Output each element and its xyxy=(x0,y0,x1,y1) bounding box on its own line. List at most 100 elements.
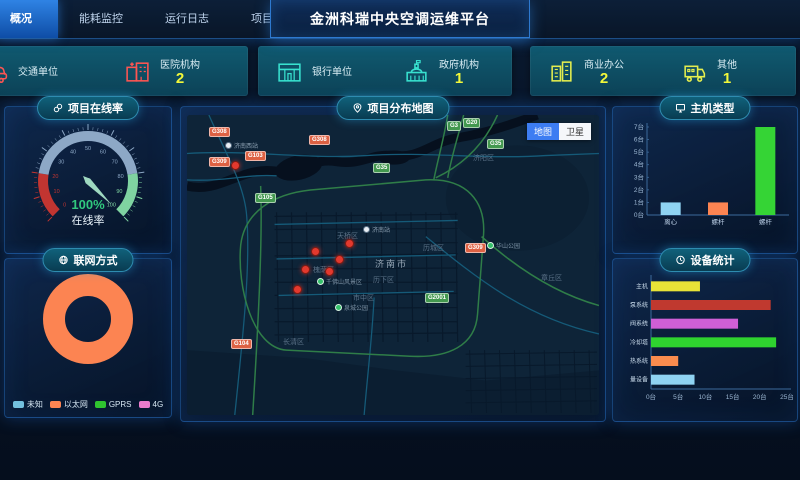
svg-text:100%: 100% xyxy=(71,197,105,212)
road-shield-G308: G308 xyxy=(309,135,330,145)
device-stats-bar-chart: 0台 5台 10台 15台 20台 25台 主机 泵系统 阀系统 冷却塔 热系统 量设备 xyxy=(613,267,797,405)
satellite-mode-button[interactable]: 卫星 xyxy=(558,123,591,140)
district-label: 历下区 xyxy=(373,277,394,284)
legend-label: 4G xyxy=(152,400,164,409)
office-icon xyxy=(551,60,572,82)
panel-online-rate-header: 项目在线率 xyxy=(37,96,139,120)
stat-label: 商业办公 xyxy=(584,60,624,71)
panel-host-header: 主机类型 xyxy=(659,96,751,120)
station-dot-icon xyxy=(225,142,232,149)
bank-icon xyxy=(278,62,301,82)
panel-network-type: 联网方式 未知 以太网 GPRS 4G xyxy=(4,248,172,418)
tab-overview[interactable]: 概况 xyxy=(0,0,58,38)
project-marker[interactable] xyxy=(345,239,354,248)
factory-icon xyxy=(684,65,706,82)
road-shield-G2001: G2001 xyxy=(425,293,450,303)
project-marker[interactable] xyxy=(311,247,320,256)
panel-online-rate: 项目在线率 0 10 20 30 40 50 60 70 80 90 100 100% 在线率 xyxy=(4,96,172,254)
stat-card-bank-government: 银行单位 政府机构 1 xyxy=(258,46,512,96)
project-marker[interactable] xyxy=(335,255,344,264)
district-label: 槐荫区 xyxy=(313,267,334,274)
globe-icon xyxy=(59,255,68,265)
meter-icon xyxy=(676,255,685,265)
poi-label: 华山公园 xyxy=(487,241,520,250)
stat-label: 其他 xyxy=(717,60,737,71)
stat-count: 2 xyxy=(599,70,609,87)
stat-hospital: 医院机构 2 xyxy=(106,56,248,86)
svg-text:1台: 1台 xyxy=(634,197,644,206)
legend-item-GPRS[interactable]: GPRS xyxy=(94,399,132,410)
district-label: 市中区 xyxy=(353,295,374,302)
road-shield-G308: G308 xyxy=(209,127,230,137)
page-title: 金洲科瑞中央空调运维平台 xyxy=(270,0,530,38)
legend-swatch xyxy=(49,401,61,408)
svg-text:0台: 0台 xyxy=(634,210,644,219)
map-mode-button[interactable]: 地图 xyxy=(526,123,559,140)
network-legend: 未知 以太网 GPRS 4G xyxy=(5,399,171,410)
svg-text:100: 100 xyxy=(107,202,116,208)
legend-item-4G[interactable]: 4G xyxy=(138,399,164,410)
link-icon xyxy=(53,103,63,113)
district-label: 天桥区 xyxy=(337,233,358,240)
map-roads-layer xyxy=(187,115,599,415)
svg-text:20: 20 xyxy=(52,174,58,180)
road-shield-G309: G309 xyxy=(465,243,486,253)
host-type-bar-chart: 0台 1台 2台 3台 4台 5台 6台 7台 离心 螺杆 螺杆 xyxy=(613,115,797,235)
svg-text:0台: 0台 xyxy=(646,392,656,401)
panel-device-stats: 设备统计 0台 5台 10台 15台 20台 25台 主机 泵系统 阀系统 冷却塔 热系统 量设备 xyxy=(612,248,798,422)
panel-host-type: 主机类型 0台 1台 2台 3台 4台 5台 6台 7台 离心 螺杆 螺杆 xyxy=(612,96,798,254)
svg-text:2台: 2台 xyxy=(634,185,644,194)
legend-item-以太网[interactable]: 以太网 xyxy=(49,399,88,410)
poi-dot-icon xyxy=(487,242,494,249)
svg-text:10台: 10台 xyxy=(699,392,713,401)
district-label: 章丘区 xyxy=(541,275,562,282)
project-marker[interactable] xyxy=(293,285,302,294)
svg-text:20台: 20台 xyxy=(753,392,767,401)
road-shield-G104: G104 xyxy=(231,339,252,349)
stat-label: 交通单位 xyxy=(18,67,58,78)
city-label: 济南市 xyxy=(375,259,409,269)
project-marker[interactable] xyxy=(231,161,240,170)
project-marker[interactable] xyxy=(325,267,334,276)
stat-government: 政府机构 1 xyxy=(385,56,512,86)
top-nav: 概况 能耗监控 运行日志 项目列表 视频监控 金洲科瑞中央空调运维平台 xyxy=(0,0,800,39)
svg-text:冷却塔: 冷却塔 xyxy=(630,338,648,346)
legend-swatch xyxy=(12,401,24,408)
map-type-toggle: 地图 卫星 xyxy=(526,123,591,140)
road-shield-G20: G20 xyxy=(463,118,481,128)
legend-label: 未知 xyxy=(26,400,43,409)
tab-run-log[interactable]: 运行日志 xyxy=(165,13,209,25)
car-icon xyxy=(0,66,8,83)
legend-item-未知[interactable]: 未知 xyxy=(12,399,43,410)
svg-text:热系统: 热系统 xyxy=(630,357,648,365)
svg-text:40: 40 xyxy=(70,150,76,156)
svg-text:6台: 6台 xyxy=(634,135,644,144)
legend-label: 以太网 xyxy=(63,400,88,409)
svg-text:在线率: 在线率 xyxy=(72,213,105,227)
map-canvas[interactable]: 地图 卫星 G308 G308 G309 G103 G104 G105 G3 G20 G35 G3… xyxy=(187,115,599,415)
road-shield-G3: G3 xyxy=(447,121,462,131)
svg-text:阀系统: 阀系统 xyxy=(630,320,648,328)
road-shield-G309: G309 xyxy=(209,157,230,167)
location-icon xyxy=(353,103,362,113)
road-shield-G35: G35 xyxy=(487,139,505,149)
svg-text:泵系统: 泵系统 xyxy=(630,301,648,309)
svg-text:7台: 7台 xyxy=(634,122,644,131)
project-marker[interactable] xyxy=(301,265,310,274)
stat-card-transport-hospital: 交通单位 医院机构 2 xyxy=(0,46,248,96)
panel-map-header: 项目分布地图 xyxy=(336,96,450,120)
poi-dot-icon xyxy=(317,278,324,285)
svg-text:5台: 5台 xyxy=(673,392,683,401)
legend-swatch xyxy=(94,401,106,408)
monitor-icon xyxy=(676,104,685,113)
panel-network-header: 联网方式 xyxy=(42,248,134,272)
svg-text:量设备: 量设备 xyxy=(630,376,648,384)
legend-label: GPRS xyxy=(108,400,132,409)
panel-title: 主机类型 xyxy=(690,103,735,115)
road-shield-G103: G103 xyxy=(245,151,266,161)
road-shield-G35: G35 xyxy=(373,163,391,173)
svg-text:30: 30 xyxy=(58,160,64,166)
tab-energy-monitor[interactable]: 能耗监控 xyxy=(79,13,123,25)
svg-text:5台: 5台 xyxy=(634,147,644,156)
